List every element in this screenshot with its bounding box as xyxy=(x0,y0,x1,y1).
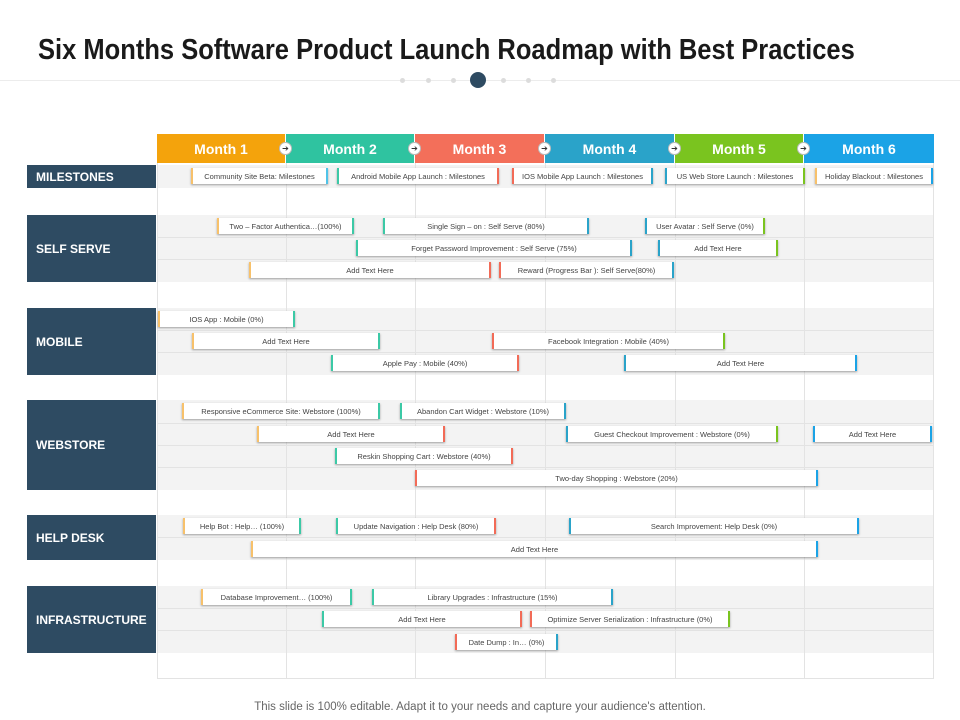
month-header-6: Month 6 xyxy=(804,134,934,163)
category-self-serve: SELF SERVE xyxy=(27,215,156,282)
month-divider xyxy=(545,163,546,678)
month-header-2: Month 2 xyxy=(286,134,414,163)
task-bar: Add Text Here xyxy=(251,541,818,557)
footer-note: This slide is 100% editable. Adapt it to… xyxy=(254,701,706,713)
task-bar: Forget Password Improvement : Self Serve… xyxy=(356,240,632,256)
task-bar: Community Site Beta: Milestones xyxy=(191,168,328,184)
task-bar: IOS App : Mobile (0%) xyxy=(158,311,295,327)
arrow-right-icon: ➔ xyxy=(538,142,551,155)
indicator-dot xyxy=(526,78,531,83)
task-bar: Library Upgrades : Infrastructure (15%) xyxy=(372,589,613,605)
task-bar: IOS Mobile App Launch : Milestones xyxy=(512,168,653,184)
month-divider xyxy=(933,163,934,678)
task-bar: User Avatar : Self Serve (0%) xyxy=(645,218,765,234)
task-bar: Add Text Here xyxy=(624,355,857,371)
indicator-dot xyxy=(426,78,431,83)
arrow-right-icon: ➔ xyxy=(279,142,292,155)
category-milestones: MILESTONES xyxy=(27,165,156,188)
task-bar: Add Text Here xyxy=(249,262,491,278)
task-bar: Add Text Here xyxy=(658,240,778,256)
task-bar: Help Bot : Help… (100%) xyxy=(183,518,301,534)
task-bar: Facebook Integration : Mobile (40%) xyxy=(492,333,725,349)
task-bar: Apple Pay : Mobile (40%) xyxy=(331,355,519,371)
task-bar: Add Text Here xyxy=(192,333,380,349)
page-title: Six Months Software Product Launch Roadm… xyxy=(38,34,855,66)
task-bar: Search Improvement: Help Desk (0%) xyxy=(569,518,859,534)
month-divider xyxy=(415,163,416,678)
month-divider xyxy=(286,163,287,678)
task-bar: Two – Factor Authentica…(100%) xyxy=(217,218,354,234)
task-bar: Update Navigation : Help Desk (80%) xyxy=(336,518,496,534)
month-divider xyxy=(675,163,676,678)
arrow-right-icon: ➔ xyxy=(668,142,681,155)
month-header-5: Month 5 xyxy=(675,134,803,163)
task-bar: Guest Checkout Improvement : Webstore (0… xyxy=(566,426,778,442)
category-infrastructure: INFRASTRUCTURE xyxy=(27,586,156,653)
row-divider xyxy=(157,678,934,679)
task-bar: Abandon Cart Widget : Webstore (10%) xyxy=(400,403,566,419)
task-bar: Database Improvement… (100%) xyxy=(201,589,352,605)
task-bar: Date Dump : In… (0%) xyxy=(455,634,558,650)
category-help-desk: HELP DESK xyxy=(27,515,156,560)
task-bar: Add Text Here xyxy=(257,426,445,442)
category-webstore: WEBSTORE xyxy=(27,400,156,490)
task-bar: Add Text Here xyxy=(322,611,522,627)
arrow-right-icon: ➔ xyxy=(797,142,810,155)
task-bar: Responsive eCommerce Site: Webstore (100… xyxy=(182,403,380,419)
indicator-dot xyxy=(451,78,456,83)
task-bar: Reward (Progress Bar ): Self Serve(80%) xyxy=(499,262,674,278)
task-bar: Single Sign – on : Self Serve (80%) xyxy=(383,218,589,234)
task-bar: US Web Store Launch : Milestones xyxy=(665,168,805,184)
category-mobile: MOBILE xyxy=(27,308,156,375)
arrow-right-icon: ➔ xyxy=(408,142,421,155)
task-bar: Reskin Shopping Cart : Webstore (40%) xyxy=(335,448,513,464)
task-bar: Add Text Here xyxy=(813,426,932,442)
month-divider xyxy=(157,163,158,678)
indicator-dot xyxy=(551,78,556,83)
task-bar: Holiday Blackout : Milestones xyxy=(815,168,933,184)
indicator-dot xyxy=(400,78,405,83)
indicator-dot-active xyxy=(470,72,486,88)
task-bar: Android Mobile App Launch : Milestones xyxy=(337,168,499,184)
task-bar: Two-day Shopping : Webstore (20%) xyxy=(415,470,818,486)
month-header-1: Month 1 xyxy=(157,134,285,163)
task-bar: Optimize Server Serialization : Infrastr… xyxy=(530,611,730,627)
indicator-dot xyxy=(501,78,506,83)
month-divider xyxy=(804,163,805,678)
month-header-3: Month 3 xyxy=(415,134,544,163)
month-header-4: Month 4 xyxy=(545,134,674,163)
